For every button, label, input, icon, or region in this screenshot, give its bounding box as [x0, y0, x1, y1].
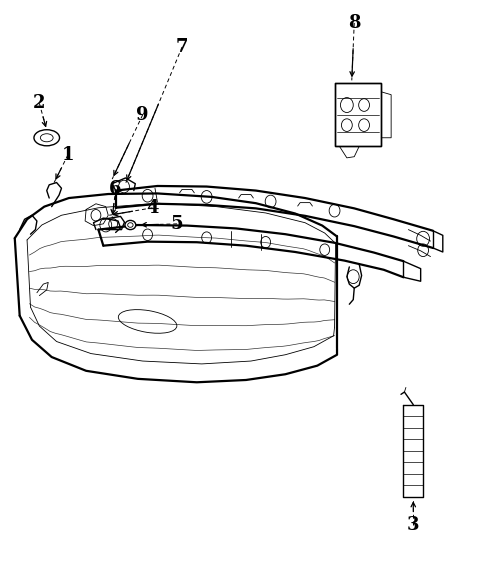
- Text: 7: 7: [176, 38, 188, 56]
- Text: 3: 3: [407, 516, 420, 534]
- Text: 4: 4: [146, 199, 159, 217]
- Text: 5: 5: [171, 215, 184, 233]
- Text: 9: 9: [136, 106, 149, 124]
- Ellipse shape: [125, 220, 136, 230]
- Polygon shape: [335, 83, 381, 146]
- Text: 2: 2: [33, 94, 46, 113]
- Text: 1: 1: [62, 146, 74, 164]
- Ellipse shape: [34, 130, 60, 146]
- Text: 8: 8: [348, 14, 361, 32]
- Text: 6: 6: [109, 180, 122, 199]
